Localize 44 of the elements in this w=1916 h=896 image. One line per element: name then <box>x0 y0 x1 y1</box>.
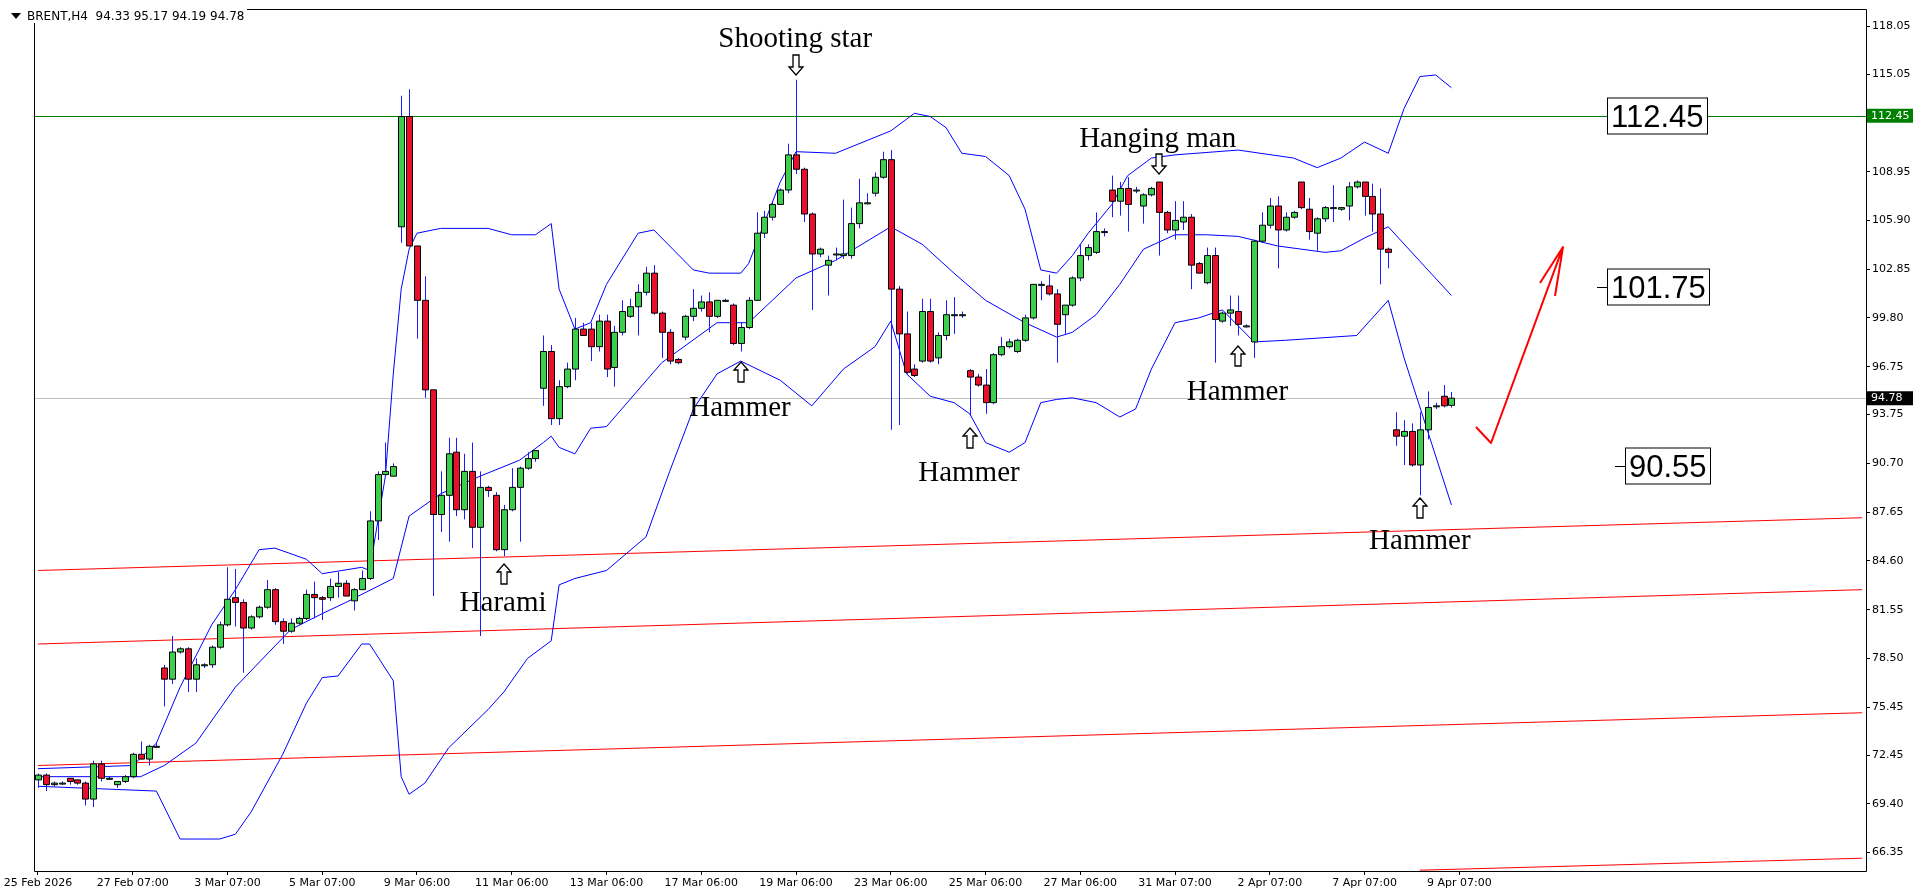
y-tick-label: 84.60 <box>1872 553 1904 567</box>
x-tick-label: 9 Apr 07:00 <box>1426 876 1492 890</box>
x-tick-label: 27 Mar 06:00 <box>1043 876 1118 890</box>
y-tick-label: 108.95 <box>1872 164 1911 178</box>
x-tick-label: 2 Apr 07:00 <box>1237 876 1303 890</box>
y-tick-label: 69.40 <box>1872 796 1904 810</box>
x-tick-label: 13 Mar 06:00 <box>569 876 644 890</box>
y-tick-label: 115.05 <box>1872 67 1911 80</box>
annotation: 112.45 <box>1607 97 1708 135</box>
chart-title: BRENT,H4 94.33 95.17 94.19 94.78 <box>27 9 245 23</box>
y-tick-label: 102.85 <box>1872 262 1911 276</box>
annotation: Hammer <box>1186 373 1289 406</box>
annotation: 90.55 <box>1625 447 1711 485</box>
annotation: 101.75 <box>1607 268 1710 306</box>
y-tick-label: 118.05 <box>1872 19 1911 33</box>
annotation: Shooting star <box>718 20 873 53</box>
x-tick-label: 25 Mar 06:00 <box>948 876 1023 890</box>
x-tick-label: 5 Mar 07:00 <box>289 876 356 890</box>
x-tick-label: 23 Mar 06:00 <box>854 876 928 890</box>
x-tick-label: 9 Mar 06:00 <box>383 876 451 890</box>
x-tick-label: 11 Mar 06:00 <box>475 876 549 890</box>
y-tick-label: 81.55 <box>1872 602 1904 616</box>
annotation: Hammer <box>918 454 1020 487</box>
y-tick-label: 90.70 <box>1872 456 1904 470</box>
x-tick-label: 19 Mar 06:00 <box>759 876 833 890</box>
x-tick-label: 7 Apr 07:00 <box>1332 876 1397 890</box>
y-tick-label: 66.35 <box>1872 845 1904 859</box>
y-tick-label: 99.80 <box>1872 310 1904 324</box>
y-tick-label: 93.75 <box>1872 407 1904 421</box>
y-tick-label: 75.45 <box>1872 700 1904 714</box>
x-tick-label: 31 Mar 07:00 <box>1138 876 1212 890</box>
y-tick-label: 96.75 <box>1872 359 1904 373</box>
ref-line-label: 94.78 <box>1871 391 1903 405</box>
y-tick-label: 105.90 <box>1872 213 1911 227</box>
annotation: Hammer <box>1369 522 1471 554</box>
ref-line-label: 112.45 <box>1871 108 1910 122</box>
y-tick-label: 72.45 <box>1872 747 1904 761</box>
x-tick-label: 25 Feb 2026 <box>3 876 73 890</box>
x-tick-label: 17 Mar 06:00 <box>664 876 738 890</box>
x-tick-label: 3 Mar 07:00 <box>194 876 261 890</box>
annotation: Hanging man <box>1079 120 1237 153</box>
x-tick-label: 27 Feb 07:00 <box>96 876 169 890</box>
y-tick-label: 78.50 <box>1872 651 1904 665</box>
y-tick-label: 87.65 <box>1872 504 1904 518</box>
